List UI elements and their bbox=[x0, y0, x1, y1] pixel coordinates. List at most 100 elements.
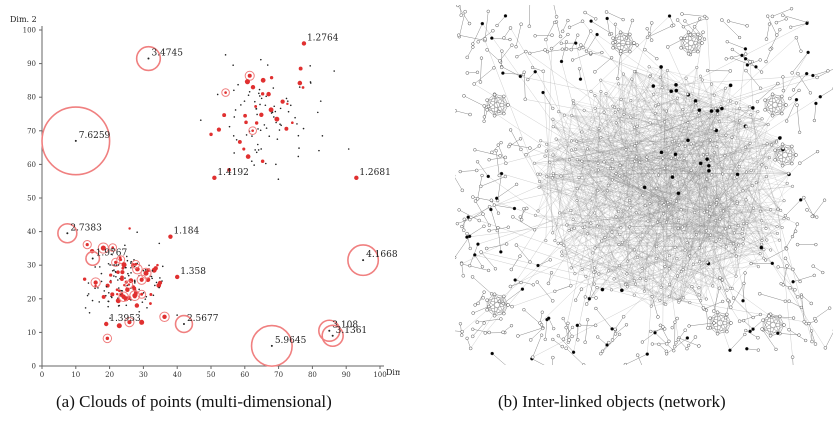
annotation-point bbox=[328, 329, 331, 332]
annotation-label: 3.108 bbox=[332, 321, 358, 331]
network-node bbox=[770, 143, 774, 147]
network-edge bbox=[630, 117, 686, 251]
network-edge bbox=[681, 170, 752, 210]
network-node bbox=[532, 161, 536, 165]
network-node bbox=[592, 282, 596, 286]
network-node bbox=[551, 299, 555, 303]
clique-node bbox=[761, 318, 765, 322]
network-edge bbox=[548, 318, 554, 329]
network-edge bbox=[545, 22, 555, 40]
network-node bbox=[726, 298, 730, 303]
network-node bbox=[518, 74, 523, 79]
network-node bbox=[783, 214, 787, 218]
network-edge bbox=[531, 358, 549, 368]
clique-node bbox=[506, 303, 510, 307]
scatter-point bbox=[265, 95, 267, 98]
network-node bbox=[670, 326, 674, 330]
network-edge bbox=[616, 122, 710, 207]
network-node bbox=[596, 335, 600, 339]
network-edge bbox=[600, 91, 762, 221]
network-edge bbox=[560, 174, 738, 244]
network-node bbox=[788, 96, 792, 101]
network-edge bbox=[540, 70, 668, 175]
network-edge bbox=[584, 110, 701, 164]
network-edge bbox=[731, 57, 757, 68]
network-node bbox=[677, 219, 681, 223]
network-edge bbox=[552, 177, 567, 225]
network-edge bbox=[537, 73, 624, 212]
network-node bbox=[785, 264, 789, 268]
network-edge bbox=[520, 76, 592, 92]
network-node bbox=[509, 324, 514, 328]
network-node bbox=[697, 344, 701, 348]
network-node bbox=[492, 203, 496, 207]
network-edge bbox=[742, 272, 746, 301]
network-node bbox=[460, 188, 465, 193]
network-node bbox=[725, 288, 729, 292]
network-edge bbox=[803, 197, 814, 217]
network-edge bbox=[660, 77, 740, 121]
network-node bbox=[688, 301, 692, 305]
network-edge bbox=[606, 18, 610, 35]
network-node bbox=[569, 266, 573, 270]
network-edge bbox=[512, 216, 535, 230]
network-node bbox=[503, 14, 508, 18]
scatter-point bbox=[143, 270, 149, 276]
scatter-point bbox=[257, 128, 259, 130]
network-edge bbox=[685, 67, 697, 79]
network-node bbox=[502, 36, 506, 40]
scatter-point bbox=[253, 164, 255, 166]
network-node bbox=[683, 19, 687, 23]
network-edge bbox=[552, 154, 678, 277]
network-node bbox=[705, 260, 709, 264]
network-node bbox=[729, 305, 733, 309]
network-graph bbox=[432, 0, 833, 386]
network-node bbox=[651, 84, 656, 88]
network-node bbox=[479, 56, 484, 60]
network-node bbox=[668, 282, 672, 286]
network-edge bbox=[699, 108, 716, 262]
network-node bbox=[709, 233, 713, 237]
network-node bbox=[573, 272, 577, 276]
network-edge bbox=[571, 115, 743, 234]
scatter-point bbox=[297, 134, 300, 137]
network-node bbox=[521, 73, 526, 77]
network-edge bbox=[537, 259, 551, 266]
network-node bbox=[726, 19, 731, 23]
network-edge bbox=[515, 279, 534, 286]
network-edge bbox=[549, 162, 667, 223]
network-node bbox=[810, 339, 814, 344]
scatter-point bbox=[260, 97, 263, 100]
network-edge bbox=[587, 233, 676, 248]
network-node bbox=[613, 332, 618, 336]
network-node bbox=[690, 285, 694, 289]
network-node bbox=[494, 149, 498, 153]
network-node bbox=[776, 81, 780, 86]
network-node bbox=[474, 168, 479, 173]
caption-scatter: (a) Clouds of points (multi-dimensional) bbox=[56, 392, 332, 411]
network-node bbox=[812, 273, 816, 277]
network-edge bbox=[574, 209, 682, 274]
clique-edge bbox=[762, 320, 781, 334]
clique-edge bbox=[765, 96, 782, 101]
network-edge bbox=[661, 152, 743, 230]
network-node bbox=[776, 207, 780, 211]
network-node bbox=[649, 38, 654, 42]
network-edge bbox=[683, 269, 723, 281]
network-node bbox=[675, 274, 679, 278]
scatter-point bbox=[260, 58, 262, 61]
network-node bbox=[465, 336, 469, 340]
network-edge bbox=[472, 322, 485, 337]
network-node bbox=[571, 217, 575, 221]
network-node bbox=[544, 37, 548, 42]
network-edge bbox=[548, 272, 552, 284]
network-edge bbox=[573, 103, 658, 223]
scatter-point bbox=[118, 304, 121, 307]
network-edge bbox=[649, 66, 731, 86]
network-edge bbox=[520, 149, 540, 182]
network-edge bbox=[678, 337, 699, 347]
network-node bbox=[666, 200, 670, 204]
scatter-point bbox=[139, 277, 144, 282]
network-node bbox=[562, 113, 566, 117]
network-edge bbox=[584, 226, 626, 285]
